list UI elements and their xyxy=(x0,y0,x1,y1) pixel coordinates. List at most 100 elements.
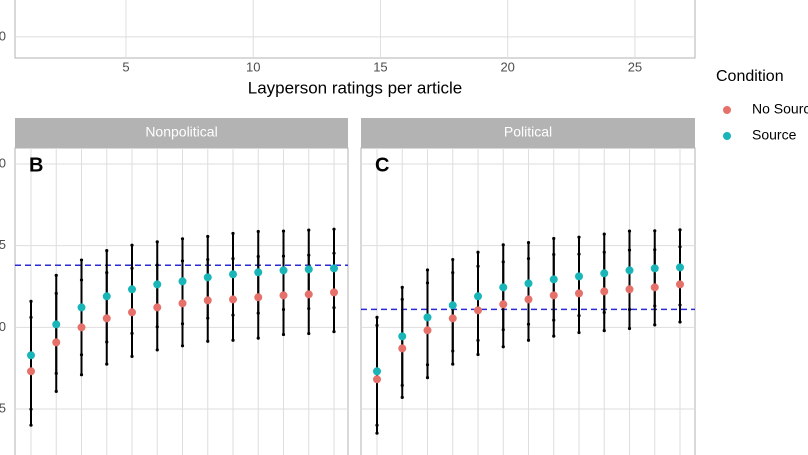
legend-marker xyxy=(723,106,731,114)
error-cap xyxy=(231,231,235,236)
point xyxy=(549,275,558,284)
error-cap xyxy=(332,305,336,310)
point xyxy=(102,314,111,323)
error-cap xyxy=(130,354,134,359)
point xyxy=(128,308,136,317)
panel xyxy=(14,0,696,59)
point xyxy=(229,295,237,304)
error-cap xyxy=(375,431,379,435)
error-cap xyxy=(180,344,185,348)
error-cap xyxy=(678,320,682,324)
error-cap xyxy=(105,362,109,366)
error-cap xyxy=(400,395,404,400)
point xyxy=(474,292,482,301)
point xyxy=(279,291,288,300)
error-cap xyxy=(476,338,480,342)
error-cap xyxy=(29,423,33,427)
y-tick-label: 10 xyxy=(0,155,6,170)
error-cap xyxy=(577,330,581,335)
error-cap xyxy=(281,229,286,233)
point xyxy=(128,285,136,294)
point xyxy=(575,272,583,281)
point xyxy=(52,338,61,347)
error-cap xyxy=(332,227,336,231)
point xyxy=(423,313,432,322)
error-cap xyxy=(400,285,404,289)
panel xyxy=(14,147,349,455)
error-cap xyxy=(602,310,606,315)
error-cap xyxy=(29,407,33,411)
strip-label: Nonpolitical xyxy=(145,124,217,140)
error-cap xyxy=(231,313,235,317)
error-cap xyxy=(281,307,286,312)
point xyxy=(549,291,558,300)
error-cap xyxy=(425,376,430,380)
legend-label: Source xyxy=(752,127,797,143)
point xyxy=(254,268,263,277)
error-cap xyxy=(256,229,260,234)
x-tick-label: 15 xyxy=(373,59,387,74)
error-cap xyxy=(501,345,505,349)
point xyxy=(650,283,659,292)
error-cap xyxy=(627,326,632,331)
error-cap xyxy=(105,340,109,344)
point xyxy=(474,306,482,315)
error-cap xyxy=(332,329,336,334)
point xyxy=(423,326,432,335)
legend-title: Condition xyxy=(716,68,784,85)
point xyxy=(499,283,508,292)
error-cap xyxy=(451,362,455,366)
point xyxy=(178,299,187,308)
error-cap xyxy=(678,303,682,307)
point xyxy=(27,351,35,360)
error-cap xyxy=(476,352,480,357)
error-cap xyxy=(653,323,657,327)
point xyxy=(27,367,35,376)
error-cap xyxy=(526,322,531,326)
y-tick-label: 5 xyxy=(0,237,6,252)
point xyxy=(373,367,381,376)
point xyxy=(575,289,583,298)
point xyxy=(203,296,212,305)
error-cap xyxy=(307,306,311,311)
point xyxy=(676,280,684,289)
error-cap xyxy=(180,322,185,326)
error-cap xyxy=(451,257,455,262)
point xyxy=(676,263,684,272)
error-cap xyxy=(307,331,311,336)
error-cap xyxy=(155,348,159,352)
error-cap xyxy=(526,338,531,342)
error-cap xyxy=(206,339,210,343)
point xyxy=(153,280,162,289)
point xyxy=(373,375,381,384)
error-cap xyxy=(552,236,556,241)
error-cap xyxy=(627,307,632,312)
error-cap xyxy=(375,423,379,427)
error-cap xyxy=(206,234,210,239)
point xyxy=(650,264,659,273)
y-tick-label: -5 xyxy=(0,400,6,415)
legend-marker xyxy=(723,132,731,140)
error-cap xyxy=(180,237,185,241)
error-cap xyxy=(552,318,556,322)
error-cap xyxy=(130,331,134,335)
error-cap xyxy=(54,389,58,393)
error-cap xyxy=(552,334,556,338)
point xyxy=(398,344,407,353)
error-cap xyxy=(231,338,235,342)
error-cap xyxy=(653,304,657,308)
error-cap xyxy=(307,228,311,232)
point xyxy=(330,264,338,273)
strip-label: Political xyxy=(504,124,552,140)
error-cap xyxy=(256,311,260,315)
x-tick-label: 25 xyxy=(628,59,642,74)
error-cap xyxy=(155,240,159,244)
error-cap xyxy=(79,373,84,377)
panel-label: B xyxy=(29,154,43,176)
error-cap xyxy=(400,383,404,387)
point xyxy=(304,290,313,299)
error-cap xyxy=(425,268,430,272)
error-cap xyxy=(501,243,505,247)
